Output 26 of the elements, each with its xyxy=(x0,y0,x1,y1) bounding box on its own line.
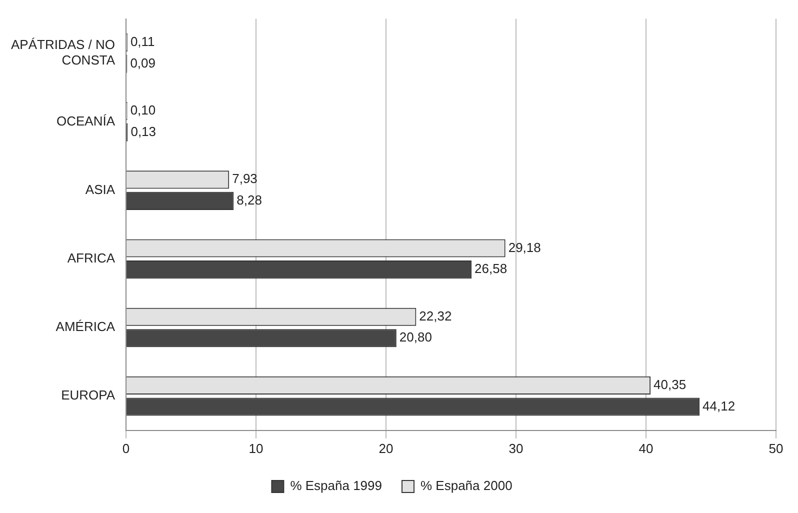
x-tick-label: 0 xyxy=(122,440,130,456)
y-tick-label: AMÉRICA xyxy=(56,319,116,334)
x-tick-label: 10 xyxy=(248,440,264,456)
data-label: 0,13 xyxy=(130,124,156,139)
data-label: 40,35 xyxy=(654,377,686,392)
legend-label: % España 2000 xyxy=(420,478,512,494)
x-tick-label: 50 xyxy=(768,440,784,456)
x-tick-label: 20 xyxy=(378,440,394,456)
data-label: 7,93 xyxy=(232,171,258,186)
y-tick-label: EUROPA xyxy=(61,388,116,403)
y-tick-label: APÁTRIDAS / NO CONSTA xyxy=(10,36,116,68)
data-label: 20,80 xyxy=(399,330,432,345)
y-tick-label: AFRICA xyxy=(67,250,116,266)
y-tick-label: OCEANÍA xyxy=(56,113,116,128)
data-label: 22,32 xyxy=(419,308,452,324)
data-label: 0,09 xyxy=(130,55,156,70)
y-tick-label: ASIA xyxy=(85,182,116,197)
data-label: 0,10 xyxy=(130,102,156,118)
data-label: 26,58 xyxy=(474,261,508,276)
x-tick-label: 40 xyxy=(638,440,654,456)
data-label: 8,28 xyxy=(236,192,262,208)
data-label: 29,18 xyxy=(508,240,541,255)
data-label: 44,12 xyxy=(702,398,736,414)
x-tick-label: 30 xyxy=(508,440,524,456)
data-label: 0,11 xyxy=(130,34,155,50)
legend-label: % España 1999 xyxy=(290,478,382,494)
